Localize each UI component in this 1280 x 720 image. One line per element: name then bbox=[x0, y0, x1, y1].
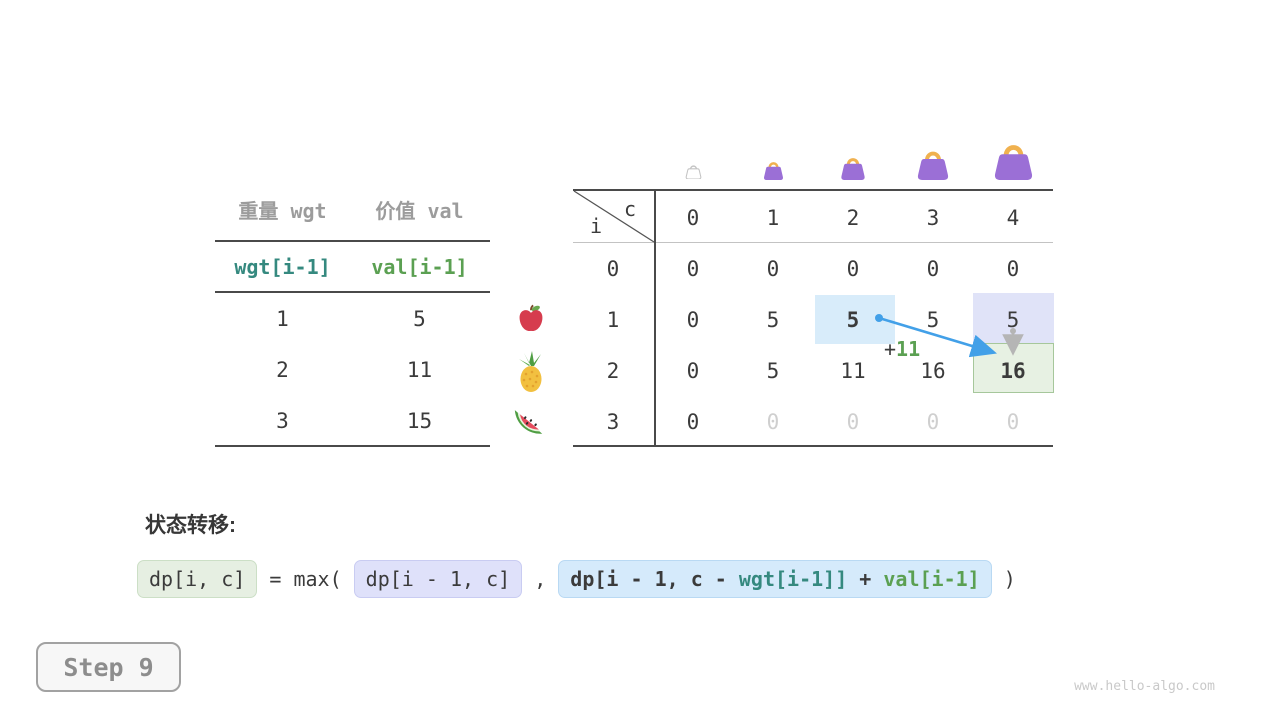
items-table-header-weight: 重量 wgt bbox=[238, 199, 327, 223]
formula-arg2-chip: dp[i - 1, c - wgt[i-1]] + val[i-1] bbox=[558, 560, 992, 598]
dp-cell-3-3: 0 bbox=[926, 410, 940, 434]
item-row-val: 5 bbox=[413, 307, 426, 331]
empty-bag-icon bbox=[685, 162, 702, 183]
dp-cell-2-3: 16 bbox=[920, 359, 946, 383]
formula-arg1-chip: dp[i - 1, c] bbox=[353, 560, 523, 598]
item-row-wgt: 3 bbox=[276, 409, 289, 433]
items-table-rule-bottom bbox=[215, 445, 490, 447]
dp-cell-2-1: 5 bbox=[766, 359, 780, 383]
formula-arg2-prefix: dp[i - 1, c - bbox=[570, 567, 739, 591]
formula-arg2-plus: + bbox=[847, 567, 884, 591]
dp-col-header: 1 bbox=[766, 206, 780, 230]
dp-col-header: 4 bbox=[1006, 206, 1020, 230]
transition-formula: dp[i, c] = max( dp[i - 1, c] , dp[i - 1,… bbox=[137, 560, 1016, 598]
dp-row-header: 3 bbox=[606, 410, 620, 434]
gain-value: 11 bbox=[896, 337, 921, 361]
dp-corner-row-var: i bbox=[589, 214, 603, 238]
dp-table-rule-top bbox=[573, 189, 1053, 191]
dp-cell-3-4: 0 bbox=[1006, 410, 1020, 434]
formula-close: ) bbox=[991, 567, 1016, 591]
formula-eq-max: = max( bbox=[257, 567, 354, 591]
dp-cell-1-2: 5 bbox=[846, 308, 860, 332]
dp-row-header: 0 bbox=[606, 257, 620, 281]
dp-cell-2-4: 16 bbox=[1000, 359, 1026, 383]
dp-cell-3-2: 0 bbox=[846, 410, 860, 434]
items-table-rule-top bbox=[215, 240, 490, 242]
item-row-wgt: 2 bbox=[276, 358, 289, 382]
bag-size-4-icon bbox=[991, 137, 1036, 184]
dp-table-rule-bottom bbox=[573, 445, 1053, 447]
dp-cell-0-4: 0 bbox=[1006, 257, 1020, 281]
watermark: www.hello-algo.com bbox=[1074, 679, 1215, 694]
dp-cell-3-0: 0 bbox=[686, 410, 700, 434]
transition-title: 状态转移: bbox=[145, 514, 236, 537]
dp-col-header: 0 bbox=[686, 206, 700, 230]
formula-arg2-wgt: wgt[i-1]] bbox=[738, 567, 848, 591]
dp-cell-2-0: 0 bbox=[686, 359, 700, 383]
apple-icon bbox=[517, 304, 545, 338]
dp-cell-1-1: 5 bbox=[766, 308, 780, 332]
watermelon-icon bbox=[512, 404, 546, 441]
dp-col-header: 3 bbox=[926, 206, 940, 230]
gain-annotation: +11 bbox=[884, 337, 920, 361]
items-table-wgt-index: wgt[i-1] bbox=[234, 255, 331, 279]
dp-cell-1-3: 5 bbox=[926, 308, 940, 332]
item-row-val: 11 bbox=[406, 358, 433, 382]
item-row-val: 15 bbox=[406, 409, 433, 433]
dp-cell-0-0: 0 bbox=[686, 257, 700, 281]
formula-lhs-chip: dp[i, c] bbox=[137, 560, 258, 598]
gain-plus: + bbox=[884, 337, 897, 361]
bag-size-2-icon bbox=[839, 153, 867, 184]
bag-size-3-icon bbox=[915, 145, 951, 184]
formula-arg2-val: val[i-1] bbox=[883, 567, 980, 591]
dp-cell-1-4: 5 bbox=[1006, 308, 1020, 332]
dp-row-header: 2 bbox=[606, 359, 620, 383]
formula-comma: , bbox=[522, 567, 559, 591]
dp-col-header: 2 bbox=[846, 206, 860, 230]
items-table-header-value: 价值 val bbox=[375, 199, 464, 223]
dp-cell-0-3: 0 bbox=[926, 257, 940, 281]
dp-cell-3-1: 0 bbox=[766, 410, 780, 434]
dp-cell-1-0: 0 bbox=[686, 308, 700, 332]
pineapple-icon bbox=[515, 350, 547, 396]
dp-table-rule-header bbox=[573, 242, 1053, 243]
item-row-wgt: 1 bbox=[276, 307, 289, 331]
dp-cell-0-1: 0 bbox=[766, 257, 780, 281]
bag-size-1-icon bbox=[762, 158, 785, 184]
dp-table-rule-vertical bbox=[654, 189, 656, 447]
items-table-rule-mid bbox=[215, 291, 490, 293]
step-badge: Step 9 bbox=[36, 642, 181, 692]
items-table-val-index: val[i-1] bbox=[371, 255, 468, 279]
dp-cell-0-2: 0 bbox=[846, 257, 860, 281]
dp-row-header: 1 bbox=[606, 308, 620, 332]
dp-cell-2-2: 11 bbox=[840, 359, 866, 383]
